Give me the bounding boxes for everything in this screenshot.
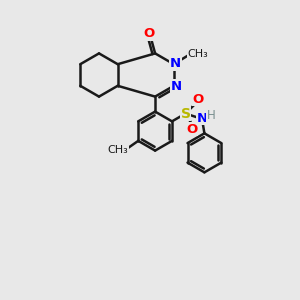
Text: N: N xyxy=(197,112,208,124)
Text: O: O xyxy=(144,27,155,40)
Text: H: H xyxy=(207,110,215,122)
Text: S: S xyxy=(181,106,190,121)
Text: CH₃: CH₃ xyxy=(188,49,208,59)
Text: N: N xyxy=(170,57,181,70)
Text: O: O xyxy=(193,93,204,106)
Text: O: O xyxy=(186,123,197,136)
Text: CH₃: CH₃ xyxy=(107,146,128,155)
Text: N: N xyxy=(171,80,182,93)
